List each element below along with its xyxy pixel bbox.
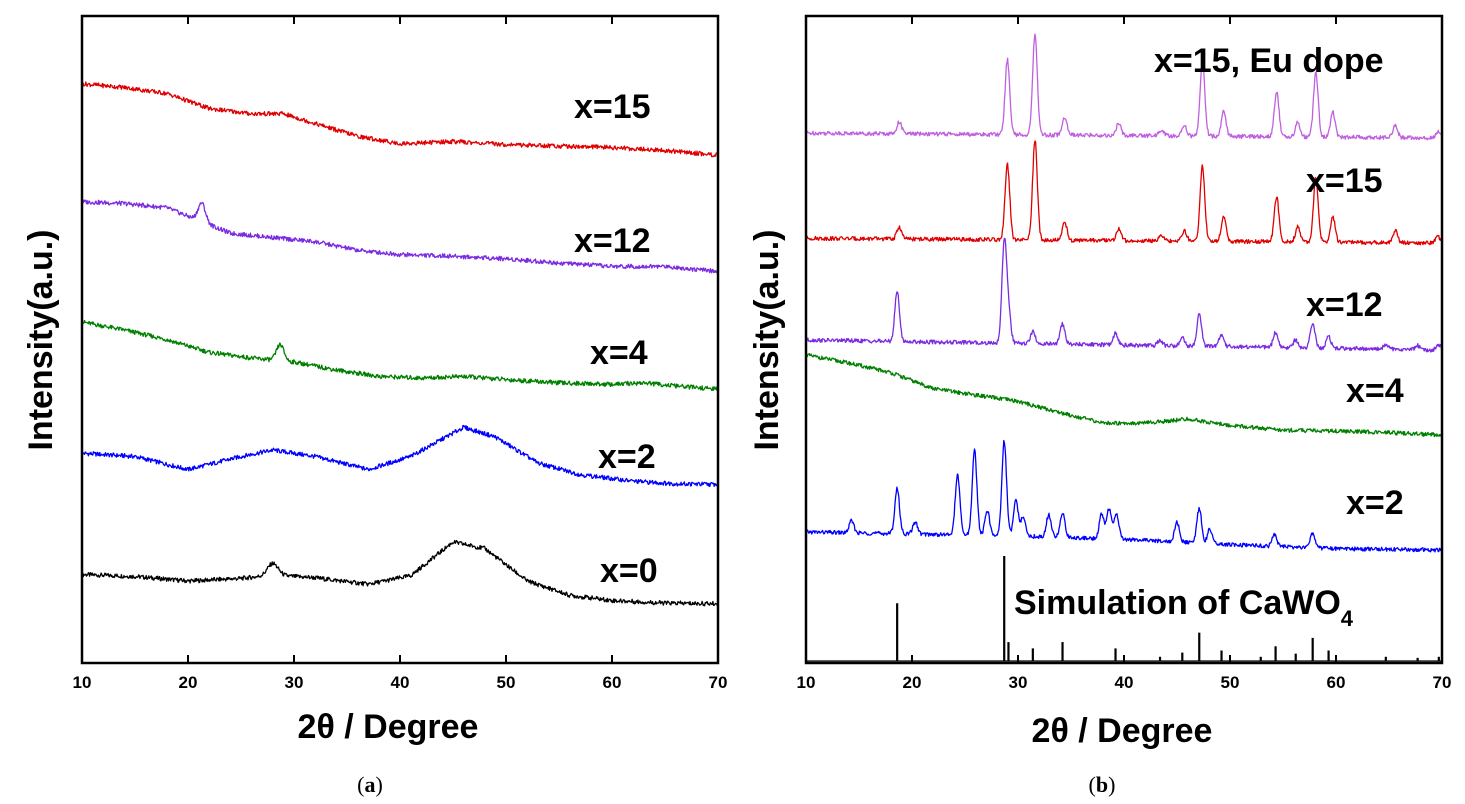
panel-a-ticks: 10 20 30 40 50 60 70 bbox=[73, 16, 728, 692]
panel-a-label-x2: x=2 bbox=[598, 438, 656, 476]
trace-x-15 bbox=[81, 81, 719, 158]
panel-a-label-x0: x=0 bbox=[600, 552, 658, 590]
x-tick-label-50: 50 bbox=[497, 673, 516, 692]
panel-b-label-x12: x=12 bbox=[1306, 286, 1383, 324]
panel-a-traces bbox=[81, 81, 719, 607]
panel-b-label-x15: x=15 bbox=[1306, 162, 1383, 200]
x-tick-label-70: 70 bbox=[709, 673, 728, 692]
panel-b-caption: (b) bbox=[1089, 772, 1116, 797]
panel-b: 10 20 30 40 50 60 70 x=15, Eu dope x=15 x=12 x… bbox=[748, 14, 1452, 797]
panel-b-label-x2: x=2 bbox=[1346, 484, 1404, 522]
panel-a-label-x15: x=15 bbox=[574, 88, 651, 126]
trace-x-15-eu-dope bbox=[805, 33, 1443, 141]
trace-x-4 bbox=[805, 352, 1443, 438]
panel-b-ticks: 10 20 30 40 50 60 70 bbox=[797, 16, 1452, 692]
panel-a-caption: (a) bbox=[357, 772, 383, 797]
trace-x-0 bbox=[81, 539, 719, 607]
panel-b-x-axis-title: 2θ / Degree bbox=[1032, 712, 1213, 750]
trace-x-12 bbox=[81, 199, 719, 274]
x-tick-label-20: 20 bbox=[179, 673, 198, 692]
panel-a-label-x12: x=12 bbox=[574, 222, 651, 260]
trace-x-2 bbox=[81, 424, 719, 488]
trace-x-15 bbox=[805, 140, 1443, 246]
panel-b-y-axis-title: Intensity(a.u.) bbox=[748, 229, 786, 450]
x-tick-label-30: 30 bbox=[1009, 673, 1028, 692]
trace-x-12 bbox=[805, 237, 1443, 353]
panel-b-traces bbox=[805, 33, 1443, 662]
panel-b-label-x4: x=4 bbox=[1346, 372, 1404, 410]
x-tick-label-20: 20 bbox=[903, 673, 922, 692]
trace-x-4 bbox=[81, 319, 719, 391]
panel-a: 10 20 30 40 50 60 70 x=15 x=12 x=4 x=2 x=0 2θ … bbox=[22, 14, 728, 797]
x-tick-label-40: 40 bbox=[391, 673, 410, 692]
x-tick-label-70: 70 bbox=[1433, 673, 1452, 692]
panel-a-label-x4: x=4 bbox=[590, 334, 648, 372]
x-tick-label-50: 50 bbox=[1221, 673, 1240, 692]
trace-x-2 bbox=[805, 439, 1443, 553]
panel-b-label-simulation: Simulation of CaWO4 bbox=[1014, 584, 1354, 631]
x-tick-label-10: 10 bbox=[797, 673, 816, 692]
panel-a-x-axis-title: 2θ / Degree bbox=[298, 708, 479, 746]
x-tick-label-60: 60 bbox=[1327, 673, 1346, 692]
panel-b-label-x15-eu: x=15, Eu dope bbox=[1154, 42, 1384, 80]
x-tick-label-40: 40 bbox=[1115, 673, 1134, 692]
x-tick-label-10: 10 bbox=[73, 673, 92, 692]
panel-a-y-axis-title: Intensity(a.u.) bbox=[22, 229, 60, 450]
x-tick-label-60: 60 bbox=[603, 673, 622, 692]
panel-b-frame bbox=[804, 14, 1444, 665]
x-tick-label-30: 30 bbox=[285, 673, 304, 692]
